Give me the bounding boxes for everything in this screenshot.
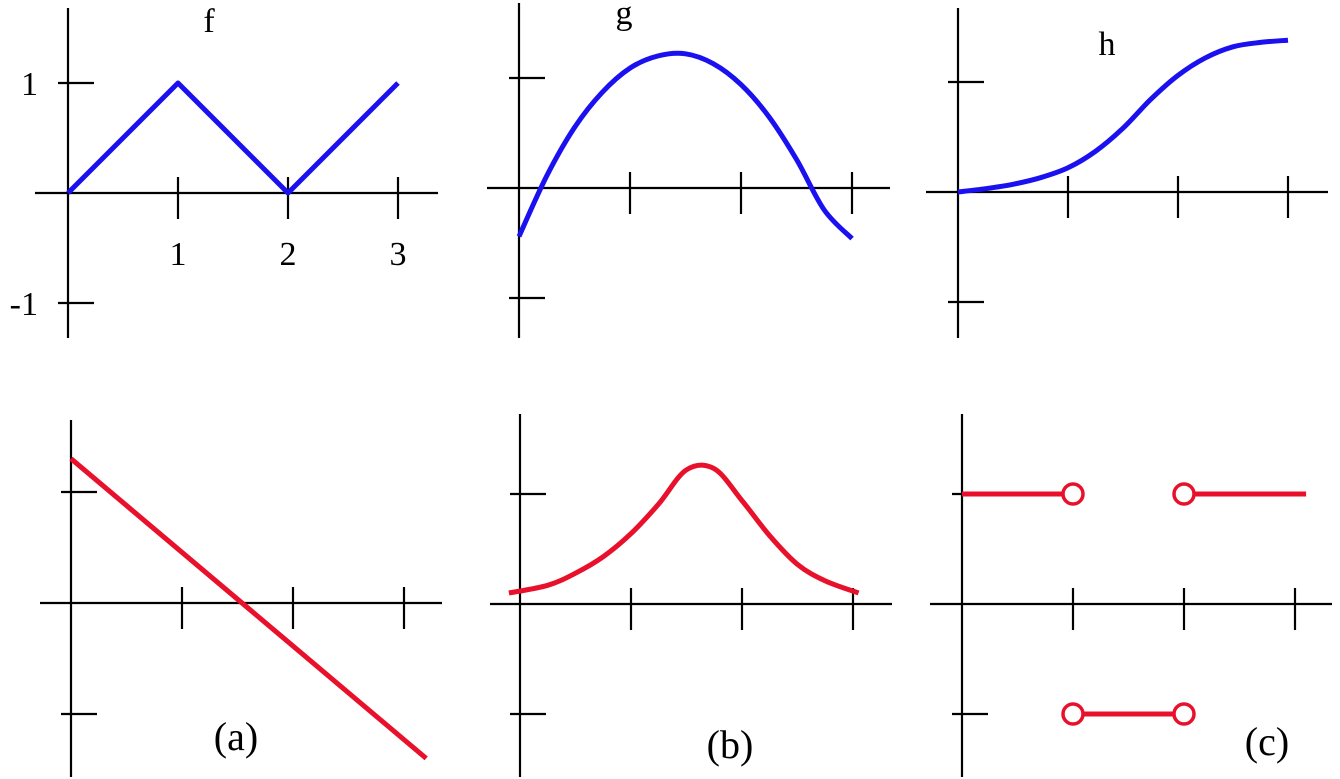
series-line [516,50,854,241]
y-tick-label: 1 [21,66,38,103]
panel-c: (c) [930,414,1332,777]
series-line [69,456,428,761]
open-endpoint [1172,702,1196,726]
open-endpoint [1061,482,1085,506]
panel-label: (c) [1245,719,1289,764]
y-tick-label: -1 [10,286,38,323]
x-tick-label: 1 [170,236,187,273]
x-tick-label: 2 [280,236,297,273]
x-tick-label: 3 [390,236,407,273]
function-name: h [1099,26,1116,63]
panel-label: (b) [707,722,754,767]
open-endpoint [1061,702,1085,726]
panel-b: (b) [490,414,892,777]
series-line [66,80,400,196]
series-line [957,37,1289,195]
open-endpoint [1172,482,1196,506]
series-line [508,462,860,596]
panel-label: (a) [214,714,258,759]
panel-h: h [926,8,1328,338]
panel-a: (a) [40,420,442,777]
function-name: g [616,0,633,32]
panel-g: g [487,0,890,338]
function-name: f [203,3,215,40]
panel-f: 1 2 3 1 -1 f [10,3,438,338]
